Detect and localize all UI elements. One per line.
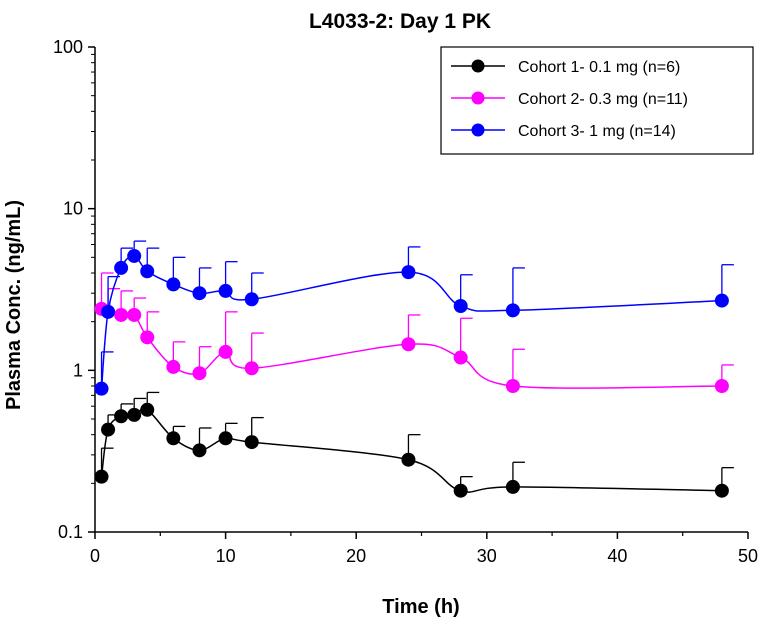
data-point bbox=[505, 479, 520, 494]
data-point bbox=[244, 361, 259, 376]
x-axis: 0 10 20 30 40 50 bbox=[90, 532, 758, 566]
data-point bbox=[714, 483, 729, 498]
series-3 bbox=[94, 240, 734, 396]
y-tick-label: 1 bbox=[73, 360, 83, 380]
legend-item: Cohort 2- 0.3 mg (n=11) bbox=[451, 91, 688, 108]
data-point bbox=[401, 265, 416, 280]
y-tick-label: 100 bbox=[53, 37, 83, 57]
data-point bbox=[192, 286, 207, 301]
x-tick-label: 20 bbox=[346, 546, 366, 566]
y-axis-label: Plasma Conc. (ng/mL) bbox=[3, 200, 25, 410]
x-tick-label: 50 bbox=[738, 546, 758, 566]
data-point bbox=[714, 379, 729, 394]
data-point bbox=[401, 337, 416, 352]
data-point bbox=[453, 483, 468, 498]
legend-label: Cohort 1- 0.1 mg (n=6) bbox=[518, 59, 680, 76]
data-point bbox=[127, 407, 142, 422]
data-point bbox=[714, 293, 729, 308]
data-point bbox=[94, 469, 109, 484]
data-point bbox=[192, 366, 207, 381]
data-point bbox=[140, 330, 155, 345]
data-point bbox=[166, 359, 181, 374]
series-1 bbox=[94, 391, 734, 498]
data-point bbox=[505, 379, 520, 394]
data-point bbox=[127, 248, 142, 263]
data-point bbox=[244, 292, 259, 307]
data-point bbox=[140, 402, 155, 417]
data-point bbox=[218, 431, 233, 446]
data-point bbox=[114, 260, 129, 275]
data-point bbox=[192, 443, 207, 458]
series-layer bbox=[94, 240, 734, 498]
data-point bbox=[114, 307, 129, 322]
y-axis: 0.1 1 10 100 bbox=[53, 37, 95, 542]
data-point bbox=[505, 303, 520, 318]
series-2 bbox=[94, 272, 734, 394]
x-axis-label: Time (h) bbox=[382, 596, 459, 618]
legend-marker bbox=[471, 91, 485, 105]
data-point bbox=[101, 422, 116, 437]
legend-marker bbox=[471, 123, 485, 137]
data-point bbox=[401, 452, 416, 467]
legend-label: Cohort 2- 0.3 mg (n=11) bbox=[518, 91, 688, 108]
data-point bbox=[218, 344, 233, 359]
y-tick-label: 0.1 bbox=[58, 522, 83, 542]
x-tick-label: 30 bbox=[477, 546, 497, 566]
chart-title: L4033-2: Day 1 PK bbox=[309, 10, 491, 33]
data-point bbox=[166, 277, 181, 292]
x-tick-label: 0 bbox=[90, 546, 100, 566]
data-point bbox=[94, 381, 109, 396]
y-tick-label: 10 bbox=[63, 199, 83, 219]
legend-box bbox=[440, 46, 754, 155]
data-point bbox=[453, 350, 468, 365]
legend-label: Cohort 3- 1 mg (n=14) bbox=[518, 123, 676, 140]
x-tick-label: 40 bbox=[607, 546, 627, 566]
data-point bbox=[101, 304, 116, 319]
data-point bbox=[140, 264, 155, 279]
data-point bbox=[127, 307, 142, 322]
x-tick-label: 10 bbox=[216, 546, 236, 566]
legend-marker bbox=[471, 59, 485, 73]
data-point bbox=[218, 283, 233, 298]
data-point bbox=[114, 409, 129, 424]
legend: Cohort 1- 0.1 mg (n=6) Cohort 2- 0.3 mg (… bbox=[440, 46, 754, 155]
legend-item: Cohort 3- 1 mg (n=14) bbox=[451, 123, 676, 140]
data-point bbox=[244, 435, 259, 450]
legend-item: Cohort 1- 0.1 mg (n=6) bbox=[451, 59, 680, 76]
data-point bbox=[166, 431, 181, 446]
data-point bbox=[453, 298, 468, 313]
